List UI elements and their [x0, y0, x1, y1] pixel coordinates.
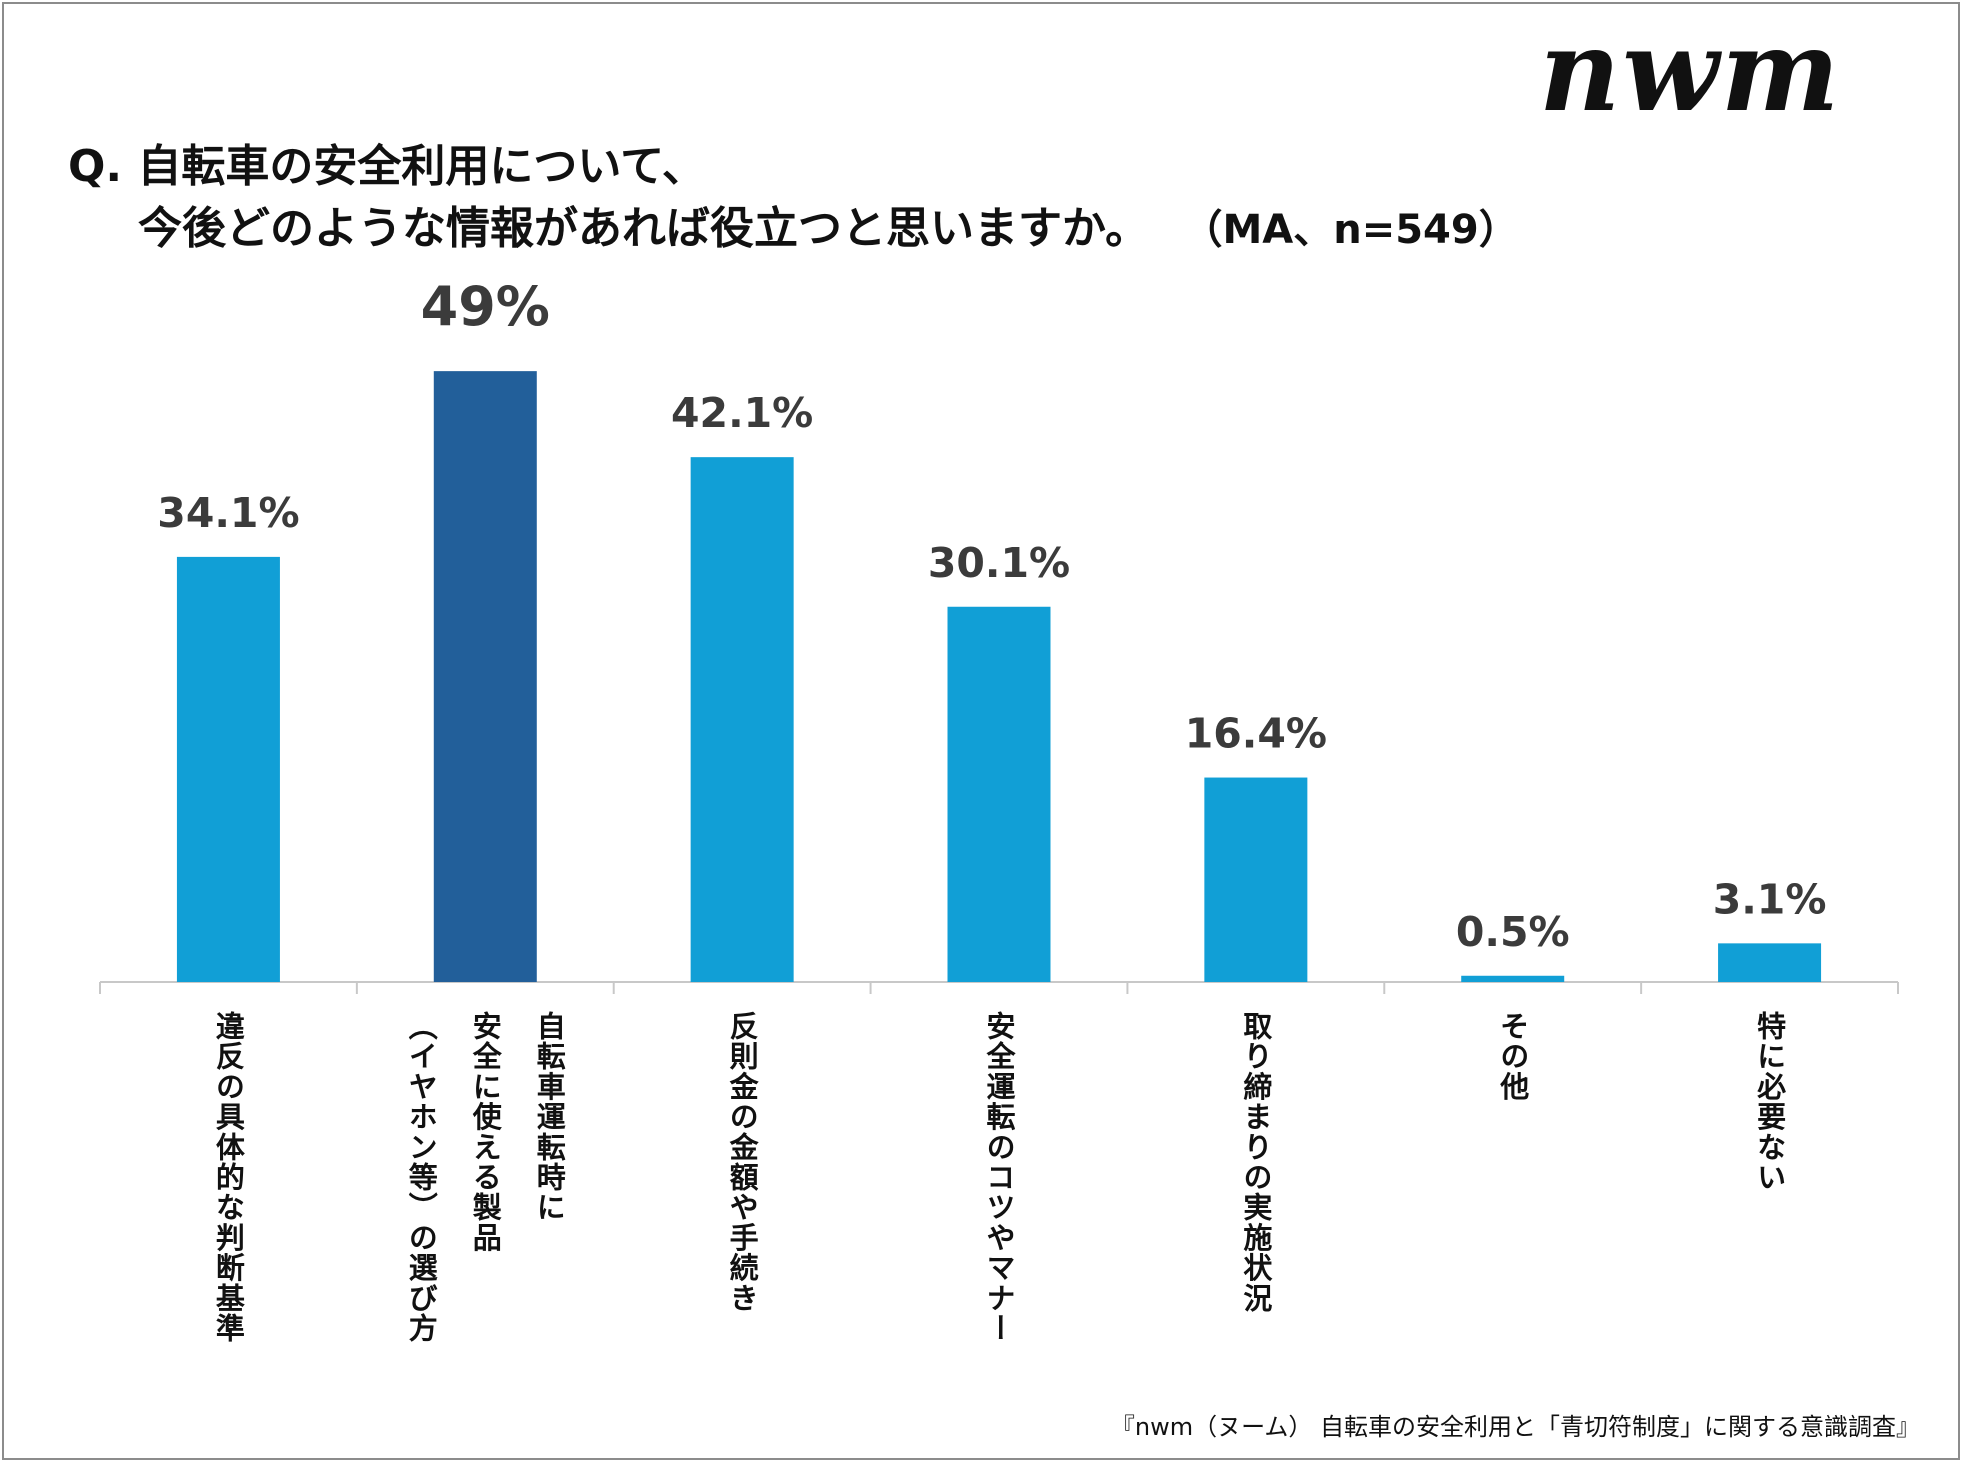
category-label-5-1: 取り締まりの実施状況: [1239, 1011, 1273, 1313]
bar-value-label-5: 16.4%: [1185, 710, 1327, 758]
question-meta: （MA、n=549）: [1182, 207, 1519, 253]
bar-5: [1204, 777, 1308, 982]
category-label-2-1: 自転車運転時に: [532, 1011, 566, 1223]
bar-value-label-4: 30.1%: [928, 539, 1070, 587]
bar-3: [690, 457, 794, 982]
question-title-line-2: 今後どのような情報があれば役立つと思いますか。 （MA、n=549）: [138, 192, 1519, 256]
bar-value-label-2: 49%: [421, 275, 550, 338]
bar-4: [947, 606, 1051, 982]
source-note: 『nwm（ヌーム） 自転車の安全利用と「青切符制度」に関する意識調査』: [1110, 1413, 1920, 1441]
bar-value-label-7: 3.1%: [1713, 875, 1827, 923]
bar-7: [1718, 943, 1822, 982]
bar-6: [1461, 975, 1565, 982]
question-title-line-2-text: 今後どのような情報があれば役立つと思いますか。: [138, 203, 1150, 254]
bar-1: [176, 556, 280, 982]
category-label-2-3: （イヤホン等）の選び方: [404, 1011, 438, 1343]
category-label-1-1: 違反の具体的な判断基準: [211, 1011, 245, 1344]
category-label-3-1: 反則金の金額や手続き: [725, 1011, 760, 1313]
category-label-6-1: その他: [1496, 1011, 1531, 1102]
category-label-7-1: 特に必要ない: [1753, 1011, 1787, 1193]
category-label-2-2: 安全に使える製品: [468, 1011, 503, 1253]
category-label-4-1: 安全運転のコツやマナー: [982, 1011, 1017, 1344]
bar-value-label-3: 42.1%: [671, 389, 813, 437]
bar-2: [433, 371, 537, 983]
nwm-logo: nwm: [1539, 6, 1842, 137]
question-title-line-1: Q. 自転車の安全利用について、: [68, 141, 706, 192]
bar-value-label-1: 34.1%: [157, 489, 299, 537]
bar-value-label-6: 0.5%: [1456, 908, 1570, 956]
